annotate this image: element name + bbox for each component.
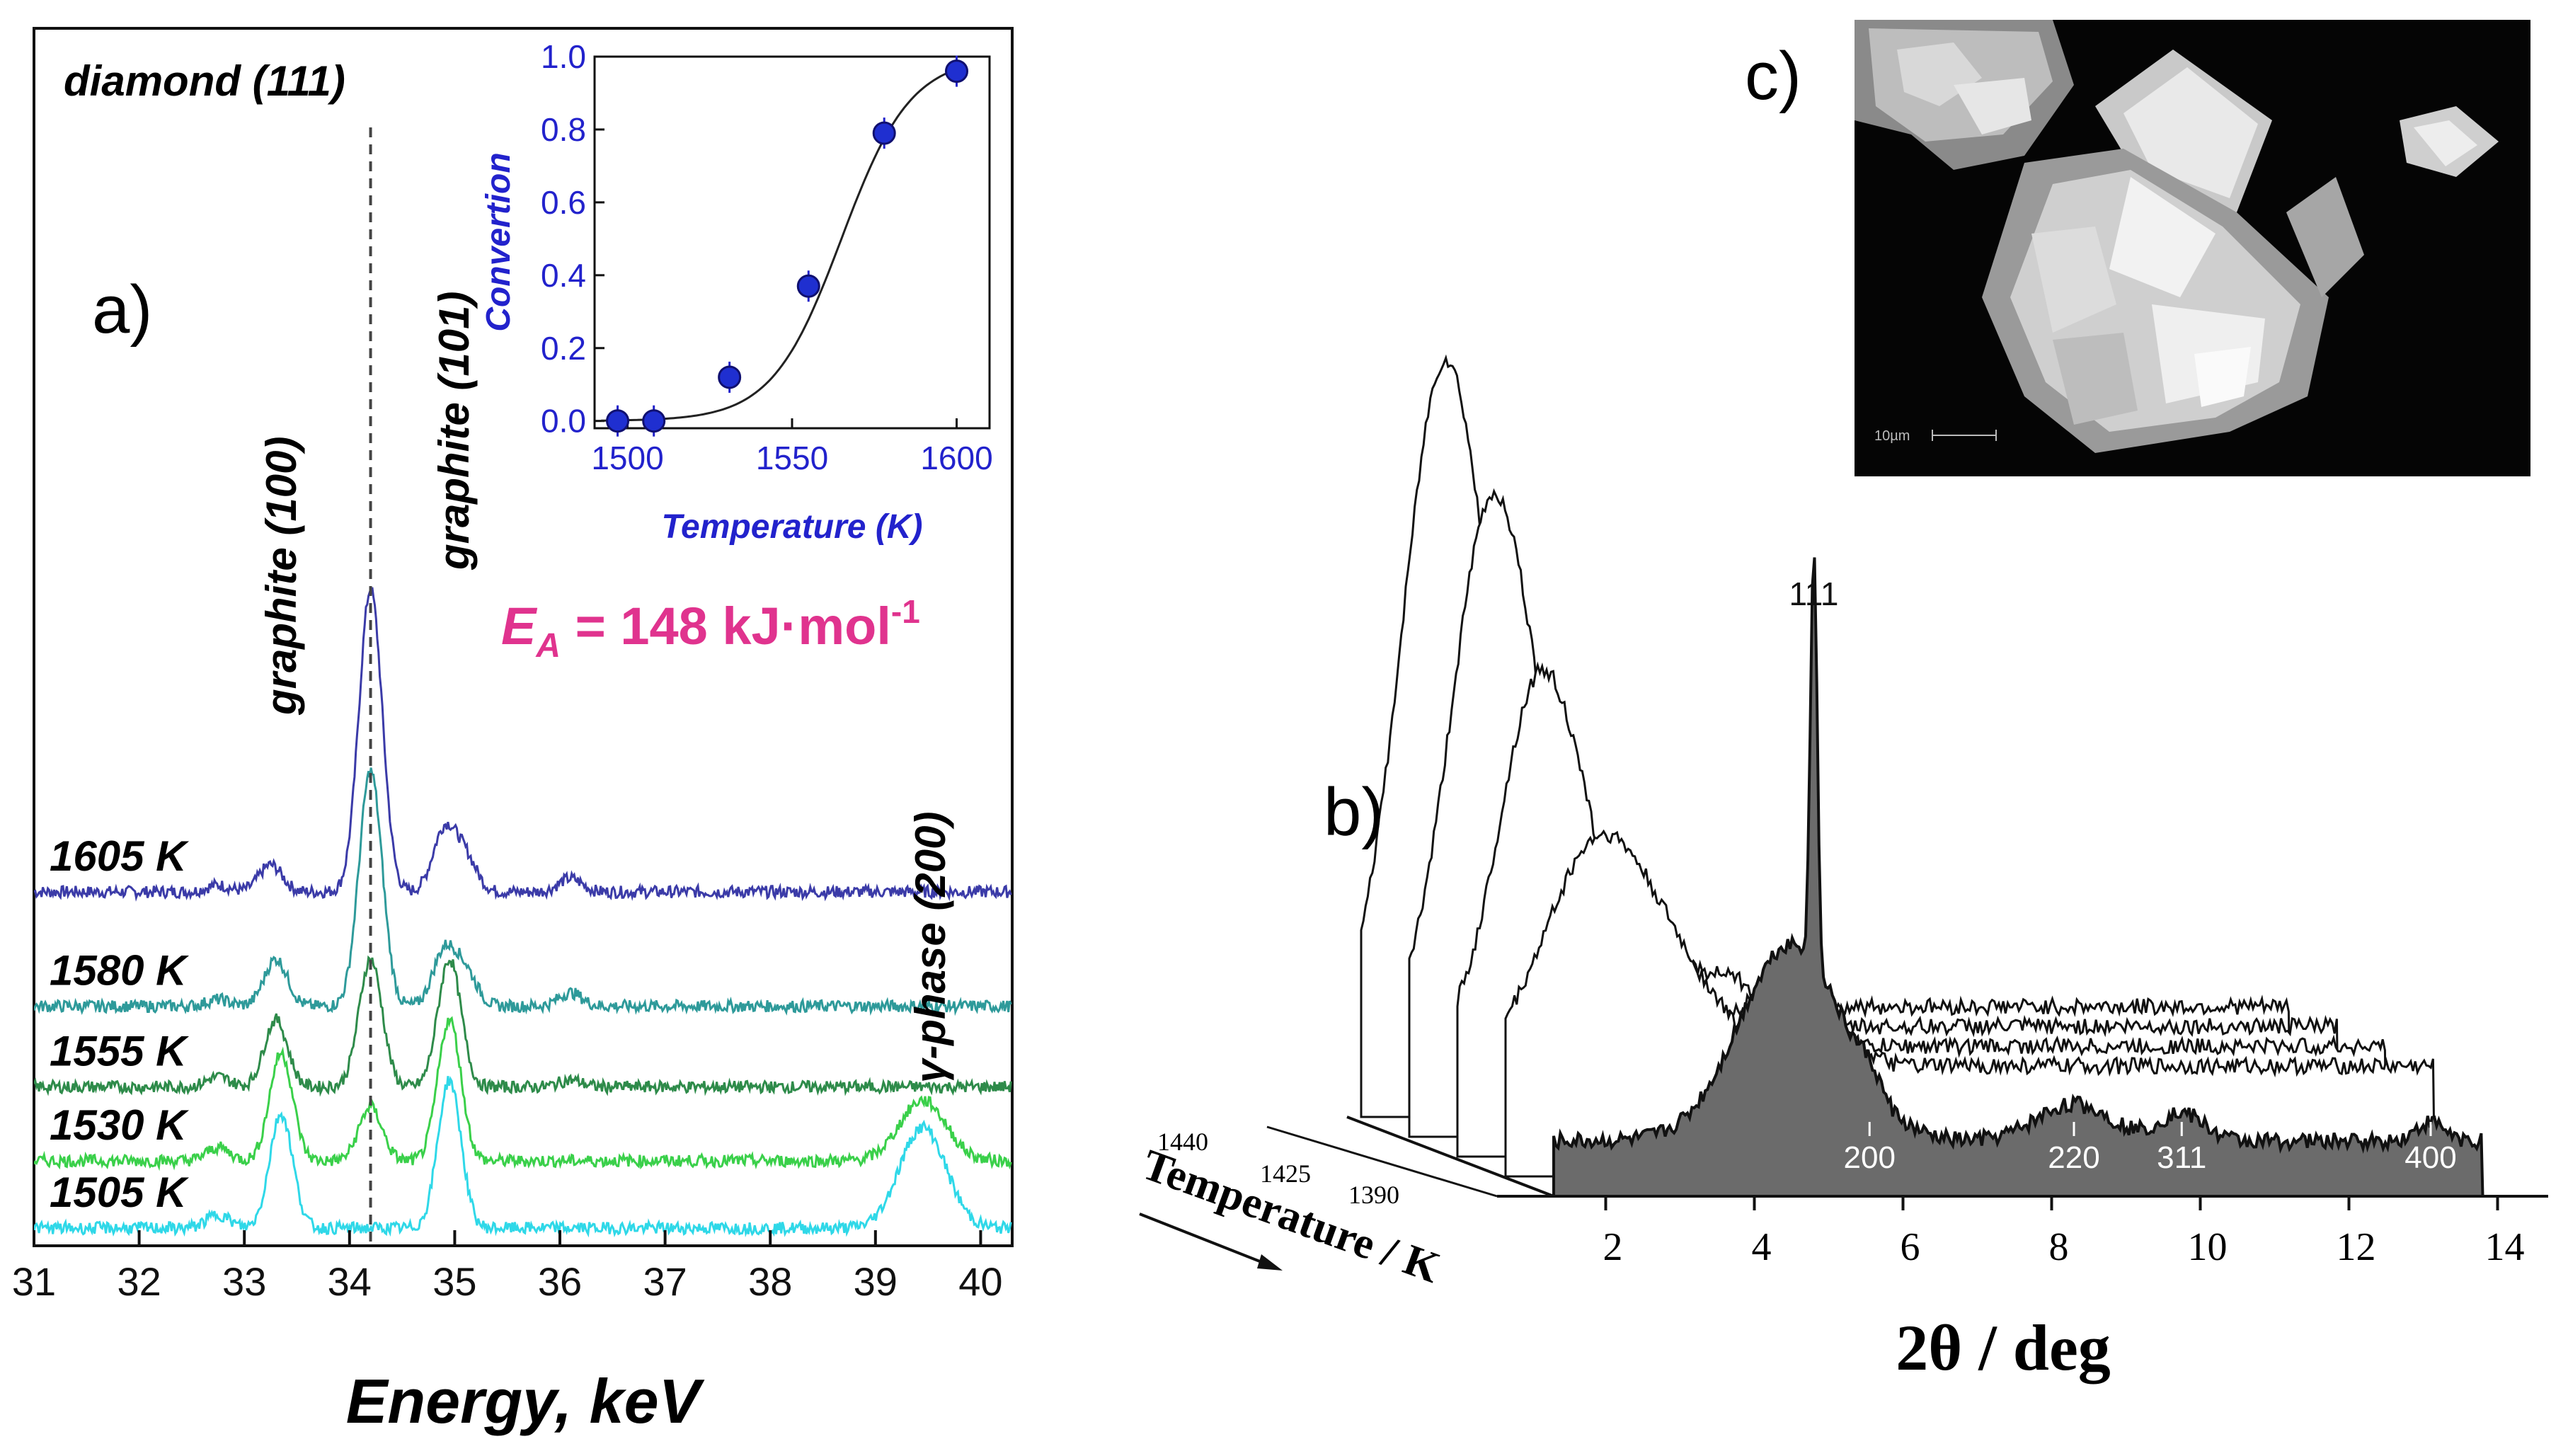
gamma-phase-200-label: γ-phase (200) <box>907 812 954 1084</box>
panel-a-xtick-label: 31 <box>12 1259 56 1304</box>
series-line-1505k <box>34 1076 1012 1238</box>
inset-point <box>718 365 742 389</box>
panel-b-depth-tick: 1390 <box>1348 1181 1399 1209</box>
graphite-101-label: graphite (101) <box>430 292 478 571</box>
panel-a-xtick-label: 35 <box>432 1259 476 1304</box>
panel-a-xtick-label: 38 <box>748 1259 792 1304</box>
panel-b-label: b) <box>1324 774 1384 850</box>
panel-b-x-ticks: 2 4 6 8 10 12 14 <box>1603 1196 2525 1269</box>
inset-points <box>606 55 968 437</box>
panel-a-xlabel: Energy, keV <box>346 1366 705 1436</box>
inset-point <box>945 59 968 84</box>
panel-a-frame <box>33 27 1014 1247</box>
panel-b-xtick-label: 4 <box>1752 1225 1772 1269</box>
panel-a-xtick-label: 36 <box>538 1259 582 1304</box>
inset-point <box>606 409 630 433</box>
panel-b-xtick-label: 8 <box>2049 1225 2069 1269</box>
series-line-1530k <box>34 1016 1012 1171</box>
panel-a-xtick-label: 39 <box>854 1259 898 1304</box>
inset-ytick-label: 0.0 <box>541 403 586 440</box>
panel-b-series-group <box>1360 354 2484 1198</box>
panel-a-series-labels: 1605 K 1580 K 1555 K 1530 K 1505 K <box>50 832 189 1216</box>
panel-b-depth-guide <box>1266 1125 1498 1198</box>
panel-b-peak-labels: 111 200 220 311 400 <box>1789 575 2457 1175</box>
inset-xtick-label: 1550 <box>756 440 828 476</box>
series-label-1555k: 1555 K <box>50 1028 189 1075</box>
inset-ytick-label: 0.2 <box>541 330 586 367</box>
panel-c: c) 10µm <box>1745 20 2530 476</box>
series-line-1555k <box>34 955 1012 1097</box>
panel-b-peak-label: 111 <box>1789 575 1839 612</box>
series-label-1505k: 1505 K <box>50 1169 189 1216</box>
panel-b-peak-label: 400 <box>2404 1140 2456 1175</box>
panel-a-series-group <box>34 587 1012 1238</box>
panel-a: 31 32 33 34 35 36 37 38 39 40 Energy, keV a) 1605… <box>12 27 1014 1436</box>
panel-b-xtick-label: 6 <box>1901 1225 1920 1269</box>
panel-b-xlabel: 2θ / deg <box>1896 1312 2111 1384</box>
inset-xtick-label: 1500 <box>591 440 663 476</box>
panel-a-x-ticks: 31 32 33 34 35 36 37 38 39 40 <box>12 1230 1003 1304</box>
inset-point <box>796 274 820 298</box>
panel-b-depth-axis <box>1346 1116 1554 1198</box>
panel-b-series-1390 <box>1552 557 2484 1198</box>
panel-c-label: c) <box>1745 38 1801 114</box>
panel-a-xtick-label: 32 <box>117 1259 161 1304</box>
inset-ytick-label: 1.0 <box>541 38 586 75</box>
panel-a-xtick-label: 40 <box>958 1259 1002 1304</box>
inset-ytick-label: 0.6 <box>541 184 586 221</box>
series-label-1580k: 1580 K <box>50 947 189 994</box>
series-line-1605k <box>34 587 1012 902</box>
panel-b-xtick-label: 2 <box>1603 1225 1623 1269</box>
inset-ytick-label: 0.4 <box>541 257 586 294</box>
series-line-1580k <box>34 767 1012 1016</box>
panel-b-peak-label: 200 <box>1844 1140 1896 1175</box>
panel-b-peak-label: 220 <box>2048 1140 2099 1175</box>
depth-arrow <box>1139 1213 1283 1271</box>
inset-ytick-label: 0.8 <box>541 111 586 148</box>
panel-a-xtick-label: 33 <box>222 1259 266 1304</box>
inset-frame <box>593 55 991 430</box>
inset-xlabel: Temperature (K) <box>662 508 923 546</box>
panel-b-depth-ticks: 1440 1425 1390 <box>1157 1128 1399 1209</box>
sem-micrograph: 10µm <box>1855 20 2530 476</box>
panel-b-xtick-label: 10 <box>2188 1225 2228 1269</box>
panel-b-series-1410 <box>1504 829 2436 1178</box>
panel-b-xtick-label: 14 <box>2485 1225 2525 1269</box>
activation-energy-label: EA = 148 kJ·mol-1 <box>501 593 920 665</box>
series-label-1605k: 1605 K <box>50 832 189 880</box>
inset-ylabel: Convertion <box>480 152 517 331</box>
inset-xtick-label: 1600 <box>920 440 992 476</box>
panel-a-xtick-label: 34 <box>328 1259 372 1304</box>
panel-b-depth-tick: 1425 <box>1260 1159 1311 1188</box>
inset-fit-curve <box>601 65 967 422</box>
panel-b-peak-label: 311 <box>2157 1140 2206 1175</box>
panel-b-depth-tick: 1440 <box>1157 1128 1208 1156</box>
diamond-111-label: diamond (111) <box>64 57 345 105</box>
panel-a-label: a) <box>92 272 152 348</box>
graphite-100-label: graphite (100) <box>258 437 305 716</box>
panel-a-xtick-label: 37 <box>643 1259 687 1304</box>
inset-point <box>642 409 666 433</box>
series-label-1530k: 1530 K <box>50 1101 189 1149</box>
inset-point <box>872 121 896 145</box>
panel-b-xtick-label: 12 <box>2337 1225 2376 1269</box>
sem-scale-text: 10µm <box>1874 428 1910 444</box>
inset-ticks: 1500 1550 1600 0.0 0.2 0.4 0.6 0.8 1.0 <box>541 38 993 476</box>
conversion-inset: 1500 1550 1600 0.0 0.2 0.4 0.6 0.8 1.0 Temperatu… <box>480 38 993 546</box>
